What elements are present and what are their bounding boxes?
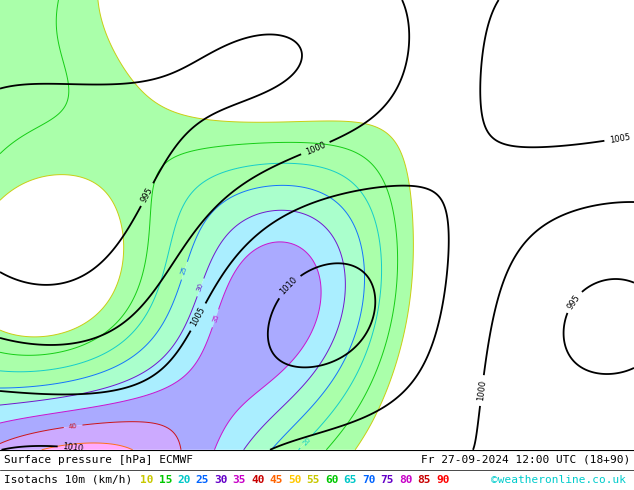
Text: Surface pressure [hPa] ECMWF: Surface pressure [hPa] ECMWF	[4, 455, 193, 465]
Text: 1005: 1005	[609, 132, 631, 145]
Text: 30: 30	[214, 475, 228, 485]
Text: 25: 25	[180, 266, 189, 276]
Text: 50: 50	[288, 475, 302, 485]
Text: Fr 27-09-2024 12:00 UTC (18+90): Fr 27-09-2024 12:00 UTC (18+90)	[421, 455, 630, 465]
Text: 995: 995	[566, 293, 581, 311]
Text: 1010: 1010	[62, 442, 84, 453]
Text: 35: 35	[211, 313, 220, 323]
Text: 25: 25	[195, 475, 209, 485]
Text: 90: 90	[436, 475, 450, 485]
Text: 40: 40	[68, 423, 78, 430]
Text: 20: 20	[301, 436, 312, 446]
Text: 1010: 1010	[278, 275, 299, 297]
Text: 70: 70	[362, 475, 375, 485]
Text: 1000: 1000	[476, 380, 488, 401]
Text: 995: 995	[139, 186, 155, 204]
Text: 30: 30	[196, 282, 205, 293]
Text: 80: 80	[399, 475, 413, 485]
Text: 65: 65	[344, 475, 357, 485]
Text: 45: 45	[269, 475, 283, 485]
Text: 85: 85	[418, 475, 431, 485]
Text: 35: 35	[233, 475, 246, 485]
Text: 60: 60	[325, 475, 339, 485]
Text: 40: 40	[251, 475, 264, 485]
Text: ©weatheronline.co.uk: ©weatheronline.co.uk	[491, 475, 626, 485]
Text: 20: 20	[177, 475, 190, 485]
Text: 15: 15	[158, 475, 172, 485]
Text: Isotachs 10m (km/h): Isotachs 10m (km/h)	[4, 475, 133, 485]
Text: 55: 55	[306, 475, 320, 485]
Text: 1005: 1005	[189, 306, 207, 328]
Text: 10: 10	[140, 475, 153, 485]
Text: 75: 75	[380, 475, 394, 485]
Text: 1000: 1000	[304, 140, 327, 156]
